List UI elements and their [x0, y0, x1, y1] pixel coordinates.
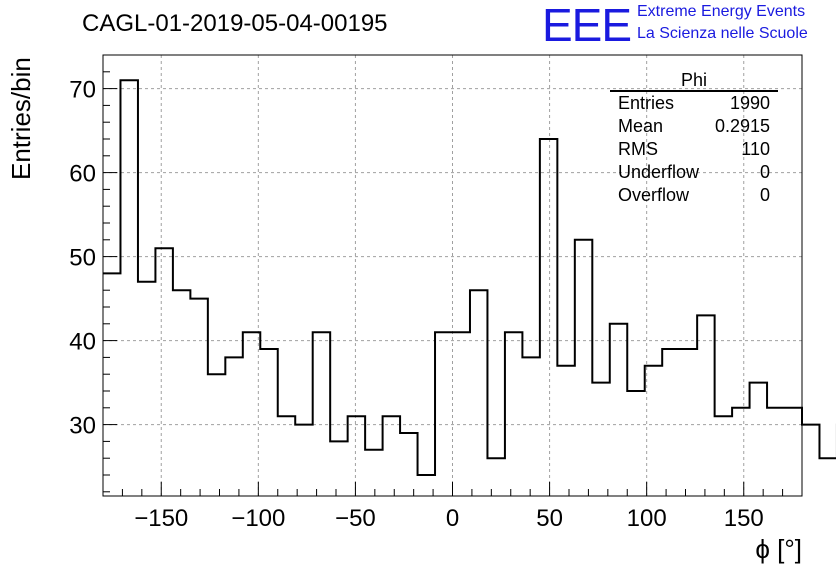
histogram-bin — [645, 366, 662, 496]
stats-row: Overflow 0 — [610, 184, 778, 207]
histogram-bin — [505, 332, 522, 496]
histogram-bin — [155, 248, 172, 496]
histogram-line — [103, 79, 836, 476]
histogram-bin — [400, 433, 417, 496]
axis-ticks — [102, 54, 803, 496]
histogram-bin — [348, 416, 365, 496]
histogram-bin — [819, 458, 836, 496]
stats-row: Entries 1990 — [610, 92, 778, 115]
stats-label: Underflow — [618, 162, 700, 182]
histogram-bin — [173, 290, 190, 496]
histogram-bin — [208, 374, 225, 496]
histogram-bin — [715, 416, 732, 496]
stats-value: 0 — [759, 162, 770, 182]
histogram-bin — [243, 332, 260, 496]
logo-line-1: Extreme Energy Events — [637, 3, 806, 20]
stats-label: Mean — [618, 116, 664, 136]
histogram-bin — [522, 357, 539, 496]
stats-box: Phi Entries 1990 Mean 0.2915 RMS 110 Und… — [610, 70, 778, 207]
histogram-bin — [767, 408, 784, 496]
x-tick-label: −50 — [335, 505, 376, 532]
histogram-bin — [330, 441, 347, 496]
histogram-bin — [575, 240, 592, 496]
logo-line-2: La Scienza nelle Scuole — [637, 25, 808, 42]
histogram-bin — [540, 139, 557, 496]
stats-value: 1990 — [729, 93, 770, 113]
histogram-bin — [732, 408, 749, 496]
x-tick-label: −100 — [231, 505, 285, 532]
histogram-bin — [627, 391, 644, 496]
x-tick-label: 100 — [627, 505, 667, 532]
histogram-bin — [487, 458, 504, 496]
histogram-bin — [680, 349, 697, 496]
x-tick-label: −150 — [134, 505, 188, 532]
y-tick-label: 50 — [69, 245, 96, 272]
x-tick-label: 150 — [724, 505, 764, 532]
histogram-bin — [295, 425, 312, 496]
histogram-bin — [802, 425, 819, 496]
tick-labels: −150 −100 −50 0 50 100 150 30 40 50 60 70 — [69, 77, 763, 532]
grid-lines — [103, 55, 802, 496]
x-tick-label: 50 — [536, 505, 563, 532]
histogram-bin — [313, 332, 330, 496]
histogram-bin — [662, 349, 679, 496]
y-tick-label: 30 — [69, 413, 96, 440]
histogram-bin — [225, 357, 242, 496]
histogram-bin — [610, 324, 627, 496]
histogram-bin — [138, 282, 155, 496]
x-tick-label: 0 — [446, 505, 459, 532]
histogram-bin — [435, 332, 452, 496]
eee-logo: EEE — [542, 0, 632, 51]
stats-label: Entries — [618, 93, 675, 113]
stats-value: 110 — [741, 139, 770, 159]
histogram-bin — [418, 475, 435, 496]
stats-label: Overflow — [618, 185, 690, 205]
histogram-bin — [697, 315, 714, 496]
stats-title: Phi — [610, 70, 778, 92]
histogram-bin — [120, 80, 137, 496]
stats-value: 0.2915 — [714, 116, 770, 136]
stats-label: RMS — [618, 139, 658, 159]
histogram-series — [103, 79, 836, 496]
histogram-bin — [750, 383, 767, 496]
histogram-bin — [383, 416, 400, 496]
chart-title: CAGL-01-2019-05-04-00195 — [82, 10, 388, 37]
histogram-bin — [190, 299, 207, 496]
histogram-bin — [785, 408, 802, 496]
y-tick-label: 60 — [69, 161, 96, 188]
stats-row: RMS 110 — [610, 138, 778, 161]
histogram-bin — [592, 383, 609, 496]
histogram-bin — [453, 332, 470, 496]
x-axis-label: ϕ [°] — [755, 534, 802, 564]
histogram-bin — [260, 349, 277, 496]
stats-value: 0 — [759, 185, 770, 205]
histogram-bin — [557, 366, 574, 496]
y-tick-label: 70 — [69, 77, 96, 104]
y-tick-label: 40 — [69, 329, 96, 356]
histogram-bin — [278, 416, 295, 496]
histogram-bin — [470, 290, 487, 496]
stats-row: Mean 0.2915 — [610, 115, 778, 138]
y-axis-label: Entries/bin — [6, 57, 36, 180]
stats-row: Underflow 0 — [610, 161, 778, 184]
histogram-bin — [365, 450, 382, 496]
